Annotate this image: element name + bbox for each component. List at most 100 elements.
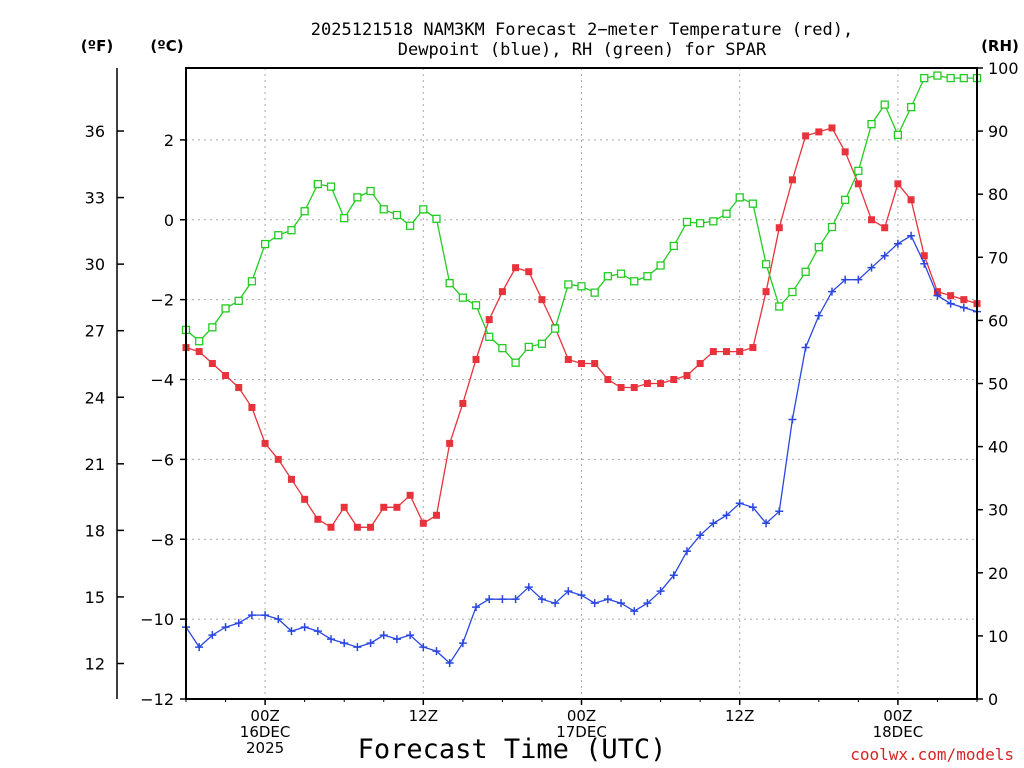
rh-point [696,219,705,228]
rh-point [946,73,955,83]
rh-point [841,195,850,205]
celsius-tick-label: −2 [150,291,174,310]
2-meter-temperature-point [736,348,744,356]
fahrenheit-tick-label: 15 [85,588,105,607]
rh-point [682,217,692,227]
dewpoint-point [709,519,718,528]
rh-point [761,260,771,269]
2-meter-temperature-point [195,348,203,356]
rh-point [906,102,916,112]
rh-point [643,272,652,281]
rh-point [854,166,863,176]
x-tick-label: 00Z [567,707,596,725]
rh-point [524,342,533,352]
2-meter-temperature-point [907,196,915,204]
2-meter-temperature-point [802,132,810,140]
fahrenheit-tick-label: 24 [85,388,105,407]
rh-tick-label: 90 [988,122,1008,141]
rh-point [458,293,468,302]
fahrenheit-tick-label: 30 [85,255,105,274]
celsius-unit-label: (ºC) [150,37,183,55]
rh-point [405,221,415,230]
dewpoint-point [419,643,428,652]
dewpoint-point [630,607,639,616]
fahrenheit-tick-label: 12 [85,655,105,674]
rh-point [326,182,336,191]
2-meter-temperature-point [274,455,282,463]
dewpoint-point [524,583,533,592]
rh-point [353,193,362,202]
2-meter-temperature-point [446,439,454,447]
dewpoint-point [656,587,665,596]
dewpoint-point [195,643,204,652]
dewpoint-point [801,343,810,352]
dewpoint-point [590,599,599,608]
rh-point [300,207,309,216]
dewpoint-point [933,291,942,300]
2-meter-temperature-point [854,180,862,188]
2-meter-temperature-point [868,216,876,224]
rh-point [603,272,613,281]
dewpoint-point [551,599,560,608]
celsius-tick-label: 2 [164,131,174,150]
dewpoint-point [827,287,836,296]
rh-point [221,304,230,313]
rh-point [247,277,257,286]
dewpoint-point [432,647,441,656]
2-meter-temperature-point [261,439,269,447]
2-meter-temperature-point [314,515,322,523]
2-meter-temperature-point [301,495,309,503]
rh-point [590,288,599,297]
2-meter-temperature-point [419,519,427,527]
chart-title-line1: 2025121518 NAM3KM Forecast 2−meter Tempe… [311,20,853,40]
x-tick-label: 18DEC [873,723,924,741]
dewpoint-point [498,595,507,604]
2-meter-temperature-point [248,403,256,411]
2-meter-temperature-point [617,383,625,391]
dewpoint-point [366,639,375,648]
dewpoint-point [643,599,652,608]
dewpoint-point [946,299,955,308]
rh-point [748,199,758,208]
2-meter-temperature-point [723,348,731,356]
rh-point [616,269,626,278]
rh-point [801,267,810,276]
2-meter-temperature-point [657,380,665,387]
2-meter-temperature-point [947,292,955,300]
celsius-tick-label: −8 [150,530,174,549]
2-meter-temperature-point [920,252,928,260]
2-meter-temperature-point [432,511,440,519]
rh-point [537,339,547,348]
2-meter-temperature-point [683,372,691,380]
fahrenheit-tick-label: 18 [85,521,105,540]
rh-point [577,282,586,291]
2-meter-temperature-point [459,399,467,407]
rh-point [208,323,217,332]
dewpoint-point [327,635,336,644]
dewpoint-point [788,415,797,424]
rh-tick-label: 10 [988,627,1008,646]
rh-point [366,186,375,196]
dewpoint-point [300,623,309,632]
rh-point [920,73,929,83]
dewpoint-point [261,611,270,620]
dewpoint-point [854,275,863,284]
2-meter-temperature-point [564,356,572,364]
dewpoint-point [247,611,256,620]
2-meter-temperature-point [630,383,638,391]
dewpoint-point [511,595,520,604]
rh-tick-label: 20 [988,564,1008,583]
rh-point [709,217,718,226]
dewpoint-point [920,259,929,268]
2-meter-temperature-point [709,348,717,356]
2-meter-temperature-point [393,503,401,511]
dewpoint-point [537,595,546,604]
2-meter-temperature-point [578,360,585,368]
2-meter-temperature-point [788,176,796,184]
rh-point [867,120,876,129]
credit-text: coolwx.com/models [850,745,1014,764]
rh-point [656,261,665,270]
2-meter-temperature-point [828,124,836,132]
2-meter-temperature-point [670,376,678,384]
